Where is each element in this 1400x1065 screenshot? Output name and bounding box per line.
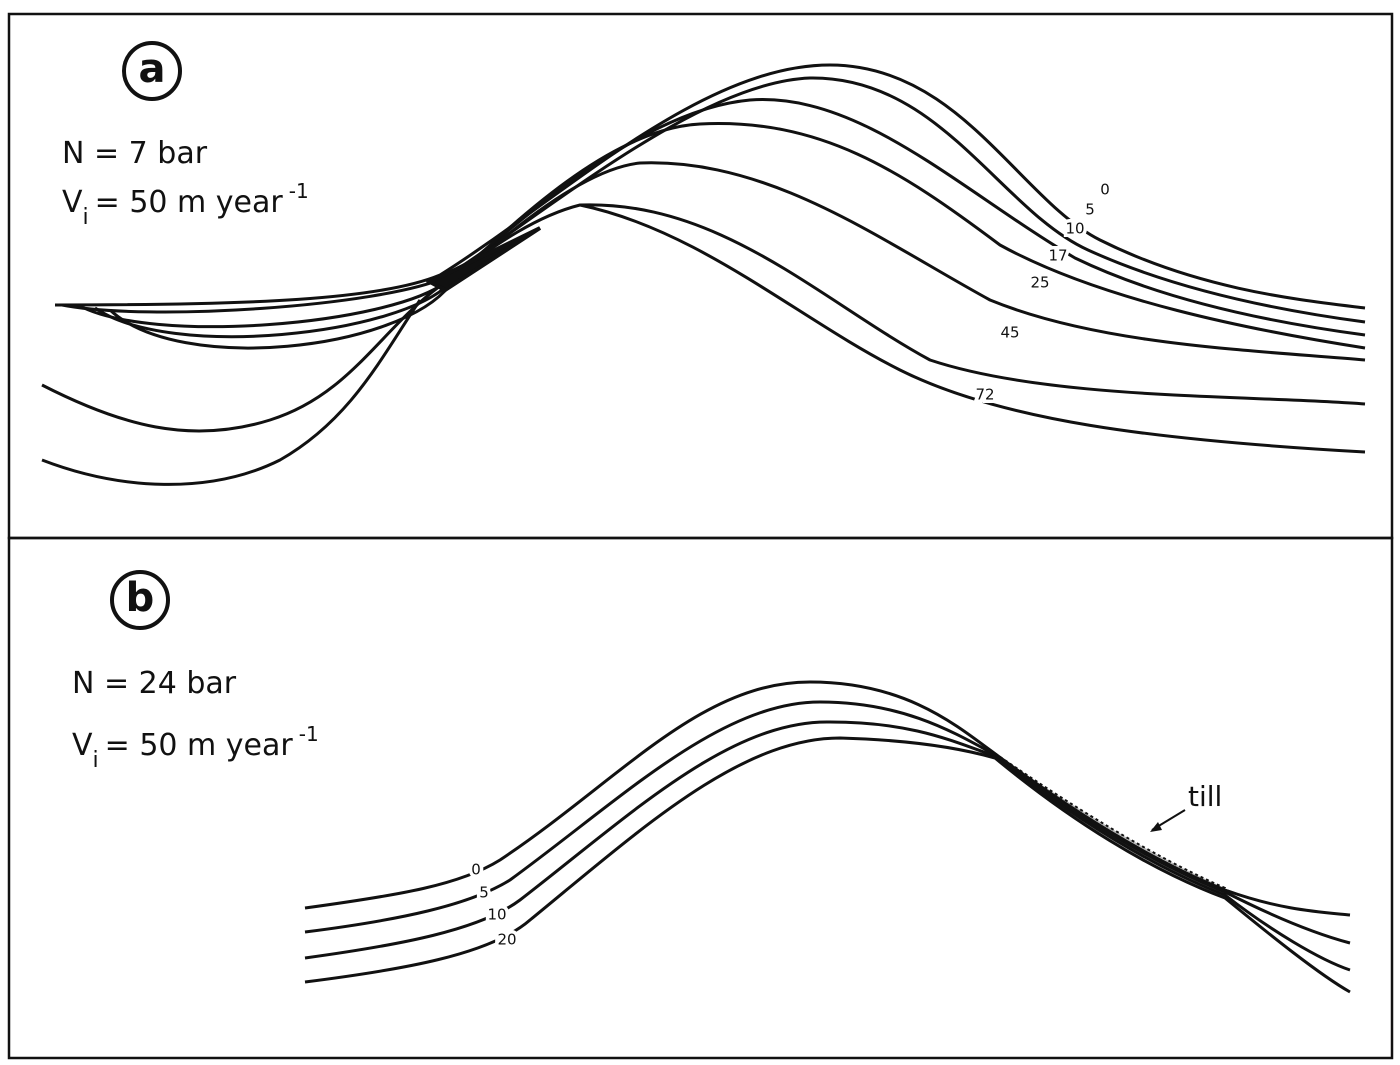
symbol: V	[62, 185, 83, 220]
arrow-head	[1150, 822, 1162, 832]
contour	[54, 63, 1366, 310]
contour	[61, 76, 1366, 324]
contour-label: 10	[487, 906, 506, 924]
subscript: i	[93, 748, 99, 773]
annotation: till	[1188, 780, 1222, 813]
panel-b-frame	[7, 536, 1394, 1060]
symbol: V	[72, 728, 93, 763]
contour-label: 45	[1000, 324, 1019, 342]
contour	[304, 680, 1351, 917]
contour-label: 72	[975, 386, 994, 404]
convergence-zone	[425, 226, 542, 293]
panel-badge	[110, 570, 170, 630]
text: = 50 m year	[105, 728, 294, 763]
contour	[77, 98, 1366, 337]
text: = 50 m year	[95, 185, 284, 220]
contour-label: 10	[1065, 220, 1084, 238]
contour-label: 0	[1100, 181, 1110, 199]
contour-label: 5	[1085, 201, 1095, 219]
panel-b: b N = 24 bar Vi = 50 m year -1 0 5 10 20 t…	[72, 570, 1351, 994]
superscript: -1	[299, 722, 319, 746]
parameter-v: Vi = 50 m year -1	[62, 179, 309, 230]
contour	[94, 122, 1366, 350]
contour	[108, 161, 1366, 362]
contour	[304, 736, 1351, 994]
contour-label: 20	[497, 931, 516, 949]
contour-label: 17	[1048, 247, 1067, 265]
panel-label: b	[126, 575, 155, 621]
contour	[304, 720, 1351, 972]
contour	[41, 299, 422, 486]
contour	[41, 203, 1366, 433]
superscript: -1	[289, 179, 309, 203]
parameter-v: Vi = 50 m year -1	[72, 722, 319, 773]
parameter-n: N = 24 bar	[72, 666, 237, 701]
panel-badge	[122, 41, 182, 101]
panel-a: a N = 7 bar Vi = 50 m year -1 0 5 10 17 25…	[41, 41, 1366, 486]
contour	[304, 700, 1351, 945]
contour-label: 5	[479, 884, 489, 902]
parameter-n: N = 7 bar	[62, 136, 208, 171]
contour-label: 25	[1030, 274, 1049, 292]
panel-label: a	[139, 46, 166, 92]
contour	[579, 203, 1366, 454]
contour-label: 0	[471, 861, 481, 879]
subscript: i	[83, 205, 89, 230]
